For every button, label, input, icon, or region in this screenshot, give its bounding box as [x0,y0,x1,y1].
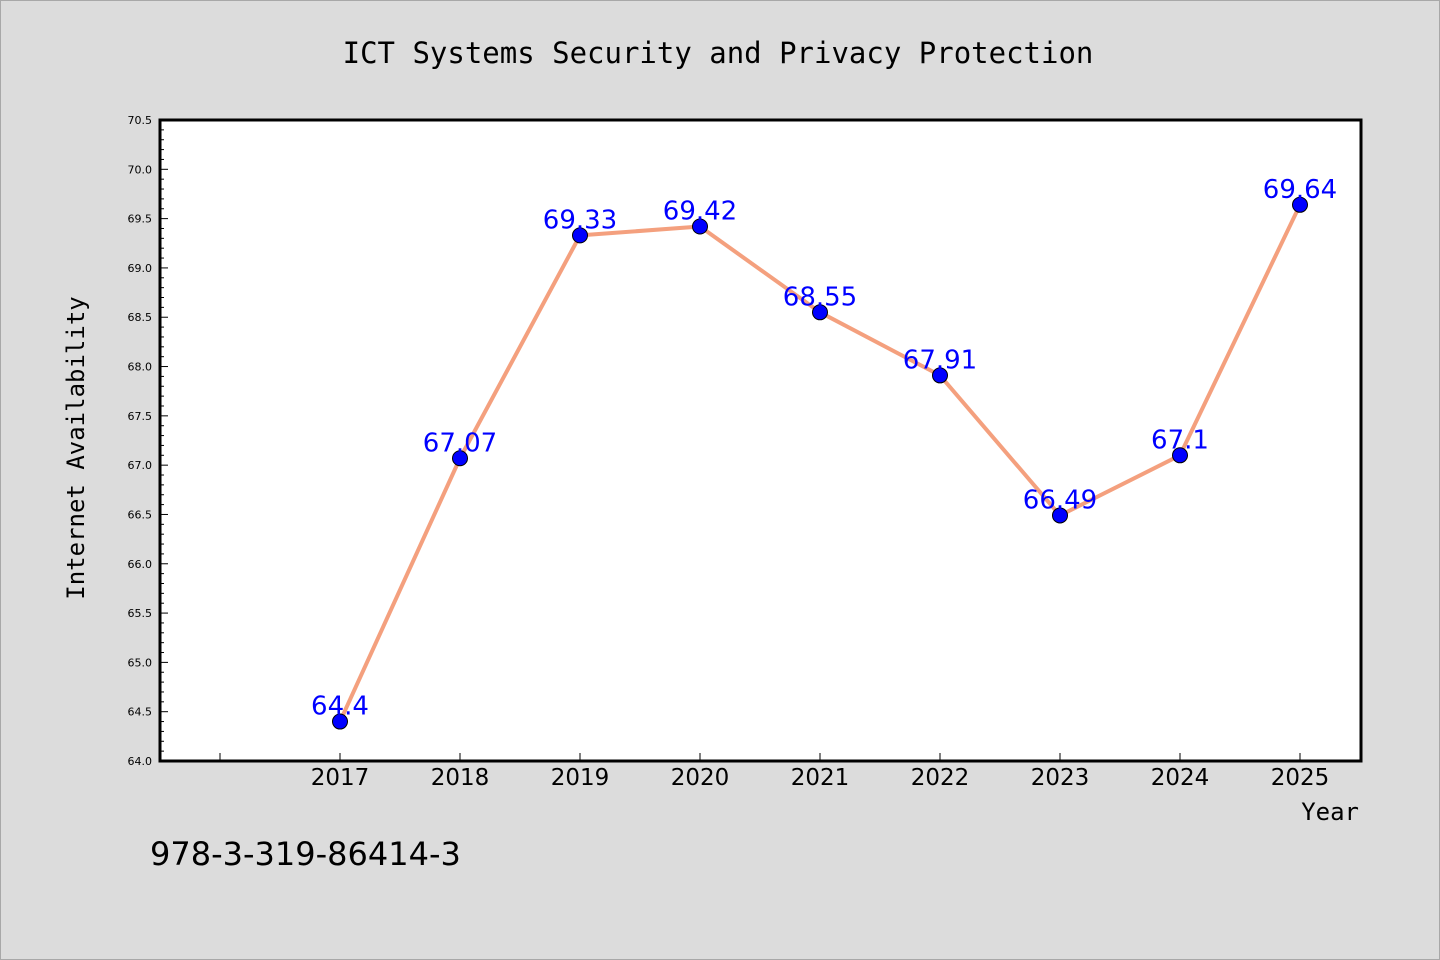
data-label: 67.1 [1151,425,1209,455]
y-tick-label: 66.5 [128,508,153,521]
data-point [572,227,588,244]
data-point [332,713,348,730]
y-tick-label: 67.5 [128,410,153,423]
data-label: 67.07 [423,428,497,458]
data-point [932,367,948,384]
data-label: 67.91 [903,345,977,375]
y-tick-label: 68.5 [128,311,153,324]
y-tick-label: 70.0 [128,163,153,176]
data-label: 66.49 [1023,485,1097,515]
data-point [692,218,708,235]
y-tick-label: 69.0 [128,262,153,275]
x-tick-label: 2019 [551,765,610,791]
data-label: 69.33 [543,205,617,235]
x-tick-label: 2021 [791,765,850,791]
x-tick-label: 2024 [1151,765,1210,791]
y-tick-label: 65.5 [128,607,153,620]
footer-code: 978-3-319-86414-3 [150,835,461,873]
data-label: 64.4 [311,692,369,722]
y-tick-label: 70.5 [128,114,153,127]
y-axis-label: Internet Availability [62,296,90,599]
y-tick-label: 64.5 [128,706,153,719]
y-tick-label: 68.0 [128,361,153,374]
x-axis: 2017 2018 2019 2020 2021 2022 2023 2024 2025 [219,753,1330,791]
data-point [812,304,828,321]
data-point [1052,507,1068,524]
x-tick-label: 2023 [1031,765,1090,791]
x-tick-label: 2018 [431,765,490,791]
y-axis: 64.0 64.5 65.0 65.5 66.0 66.5 67.0 67.5 68.0 68.5… [128,114,168,768]
data-label: 69.64 [1263,175,1337,205]
y-tick-label: 64.0 [128,755,153,768]
x-tick-label: 2017 [311,765,370,791]
x-tick-label: 2020 [671,765,730,791]
x-tick-label: 2025 [1271,765,1330,791]
data-label: 69.42 [663,197,737,227]
chart-title: ICT Systems Security and Privacy Protect… [343,36,1094,70]
data-label: 68.55 [783,282,857,312]
y-tick-label: 69.5 [128,213,153,226]
data-point [1172,447,1188,464]
data-point [452,450,468,467]
x-tick-label: 2022 [911,765,970,791]
y-tick-label: 66.0 [128,558,153,571]
series-layer: 64.4 67.07 69.33 69.42 68.55 67.91 66.49 67.1 69… [311,175,1337,730]
plot-area [158,118,1363,763]
y-tick-label: 67.0 [128,459,153,472]
y-tick-label: 65.0 [128,656,153,669]
x-axis-label: Year [1301,798,1359,826]
data-point [1292,196,1308,213]
